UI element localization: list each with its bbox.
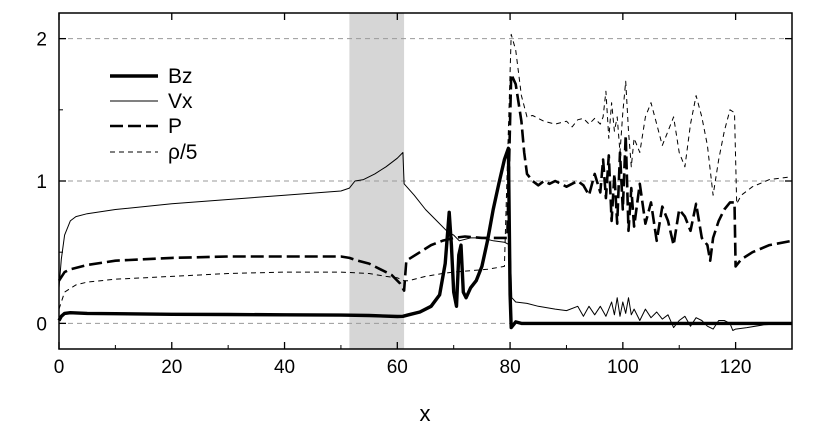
series-layer [57, 33, 793, 331]
x-tick-label-20: 20 [161, 357, 182, 378]
legend-label-rho5: ρ/5 [168, 141, 197, 164]
legend-label-Vx: Vx [168, 90, 193, 113]
legend-label-P: P [168, 115, 182, 138]
x-tick-label-60: 60 [387, 357, 408, 378]
series-line-Bz [57, 146, 792, 330]
axes-layer: 0 20 40 60 80 100 120 0 1 2 [36, 12, 793, 378]
y-tick-label-1: 1 [36, 172, 47, 193]
x-tick-label-40: 40 [274, 357, 295, 378]
series-line-Vx [58, 152, 793, 331]
series-line-5rho [58, 33, 793, 310]
y-tick-label-0: 0 [36, 314, 47, 335]
x-tick-label-100: 100 [607, 357, 639, 378]
x-tick-label-120: 120 [720, 357, 752, 378]
legend-label-Bz: Bz [168, 65, 193, 88]
y-tick-label-2: 2 [36, 30, 47, 51]
series-line-P [57, 72, 793, 292]
x-axis-title: x [420, 401, 431, 426]
x-tick-label-80: 80 [500, 357, 521, 378]
x-tick-label-0: 0 [54, 357, 65, 378]
